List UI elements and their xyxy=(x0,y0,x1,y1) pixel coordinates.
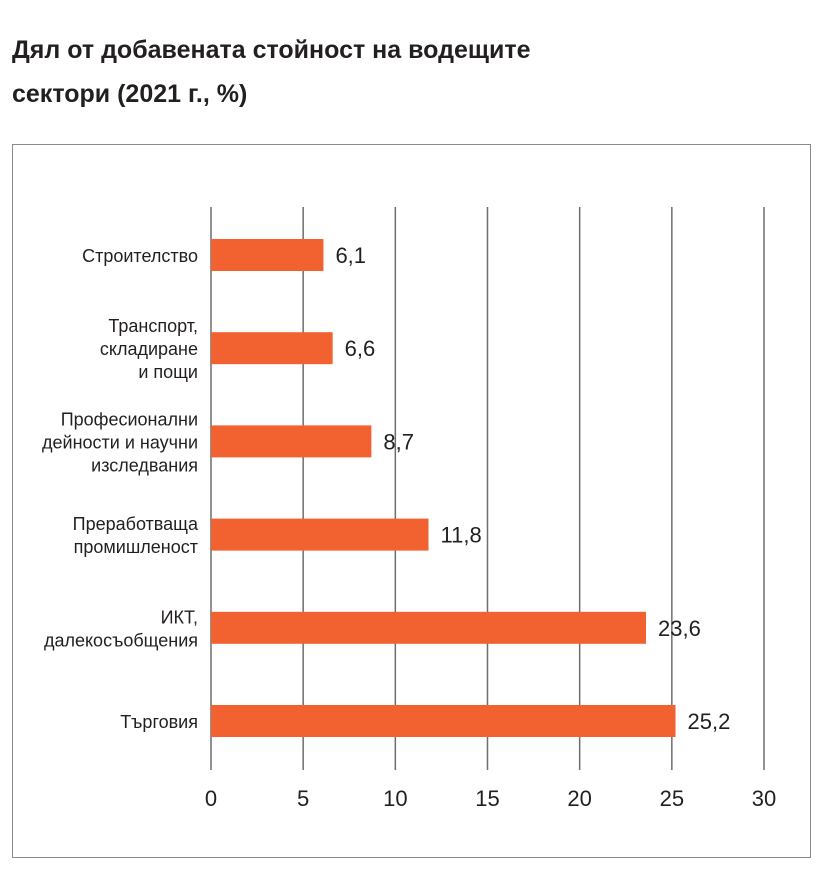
category-label: дейности и научни xyxy=(42,432,198,452)
category-label: Търговия xyxy=(120,712,198,732)
category-label: складиране xyxy=(100,339,198,359)
value-label: 6,6 xyxy=(345,336,376,361)
x-tick-label: 10 xyxy=(383,786,407,811)
value-label: 6,1 xyxy=(335,243,366,268)
bar-3 xyxy=(211,518,429,551)
category-label: далекосъобщения xyxy=(44,630,198,650)
x-tick-label: 15 xyxy=(475,786,499,811)
chart-title: Дял от добавената стойност на водещите с… xyxy=(12,28,792,116)
category-label: Транспорт, xyxy=(108,316,198,336)
bar-0 xyxy=(211,239,324,271)
category-label: промишленост xyxy=(74,537,198,557)
category-label: изследвания xyxy=(91,455,198,475)
category-label: Строителство xyxy=(82,246,198,266)
chart-frame xyxy=(12,144,811,858)
bar-2 xyxy=(211,425,372,458)
value-label: 25,2 xyxy=(688,709,731,734)
chart-title-line-1: Дял от добавената стойност на водещите xyxy=(12,36,531,64)
x-tick-label: 20 xyxy=(567,786,591,811)
chart-title-line-2: сектори (2021 г., %) xyxy=(12,80,248,108)
category-label: Професионални xyxy=(61,409,198,429)
x-tick-label: 0 xyxy=(205,786,217,811)
x-tick-label: 30 xyxy=(752,786,776,811)
category-label: и пощи xyxy=(138,362,198,382)
x-tick-label: 5 xyxy=(297,786,309,811)
bar-5 xyxy=(211,705,676,737)
value-label: 8,7 xyxy=(383,429,414,454)
bar-1 xyxy=(211,332,333,365)
bar-4 xyxy=(211,611,647,644)
value-label: 11,8 xyxy=(441,523,482,548)
value-label: 23,6 xyxy=(658,616,701,641)
category-label: Преработваща xyxy=(73,514,199,534)
category-label: ИКТ, xyxy=(161,607,198,627)
x-tick-label: 25 xyxy=(660,786,684,811)
